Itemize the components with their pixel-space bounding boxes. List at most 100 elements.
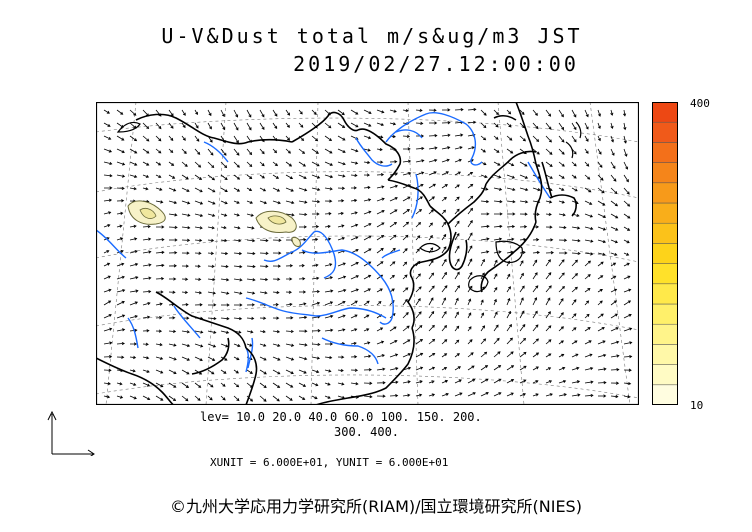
wind-arrow xyxy=(597,289,603,293)
wind-arrow xyxy=(103,148,113,153)
wind-arrow xyxy=(467,219,473,228)
wind-arrow xyxy=(207,109,212,117)
colorbar-cell xyxy=(652,243,678,264)
wind-arrow xyxy=(363,223,372,228)
wind-arrow xyxy=(103,135,112,140)
wind-arrow xyxy=(597,148,602,155)
wind-arrow xyxy=(350,300,358,306)
wind-arrow xyxy=(454,353,460,358)
wind-arrow xyxy=(169,238,178,242)
wind-arrow xyxy=(519,272,524,280)
wind-arrow xyxy=(155,148,162,154)
wind-arrow xyxy=(246,213,254,217)
wind-arrow xyxy=(116,148,125,154)
wind-arrow xyxy=(220,213,228,217)
wind-arrow xyxy=(129,187,137,191)
wind-arrow xyxy=(272,395,280,402)
wind-arrow xyxy=(285,290,292,294)
wind-arrow xyxy=(259,109,265,118)
wind-arrow xyxy=(285,356,295,361)
wind-arrow xyxy=(324,122,332,129)
wind-arrow xyxy=(285,200,295,205)
wind-arrow xyxy=(272,200,281,205)
map-datetime: 2019/02/27.12:00:00 xyxy=(293,52,579,76)
wind-arrow xyxy=(415,311,422,319)
wind-arrow xyxy=(493,378,502,384)
wind-arrow xyxy=(324,224,331,229)
wind-arrow xyxy=(337,135,346,141)
wind-arrow xyxy=(402,248,408,254)
wind-arrow xyxy=(311,135,319,142)
wind-arrow xyxy=(168,225,178,229)
wind-arrow xyxy=(480,199,490,204)
wind-arrow xyxy=(324,187,333,191)
wind-arrow xyxy=(116,314,126,319)
wind-arrow xyxy=(207,200,216,205)
wind-arrow xyxy=(584,353,593,358)
wind-arrow xyxy=(376,354,385,358)
wind-arrow xyxy=(598,394,607,398)
wind-arrow xyxy=(246,264,256,269)
wind-arrow xyxy=(103,341,113,345)
wind-arrow xyxy=(233,226,241,230)
wind-arrow xyxy=(233,264,243,269)
wind-arrow xyxy=(103,211,112,215)
wind-arrow xyxy=(389,261,396,267)
wind-arrow xyxy=(584,340,592,345)
wind-arrow xyxy=(129,135,138,142)
wind-arrow xyxy=(584,239,594,243)
wind-arrow xyxy=(415,324,423,332)
wind-arrow xyxy=(194,213,204,217)
wind-arrow xyxy=(454,233,460,241)
wind-arrow xyxy=(155,187,163,191)
wind-arrow xyxy=(467,312,472,319)
wind-arrow xyxy=(220,174,228,181)
wind-arrow xyxy=(311,187,321,191)
wind-arrow xyxy=(558,259,565,267)
wind-arrow xyxy=(402,196,411,202)
wind-arrow xyxy=(363,261,372,267)
wind-arrow xyxy=(441,325,448,332)
wind-arrow xyxy=(129,289,139,293)
rivers xyxy=(96,112,551,373)
wind-arrow xyxy=(493,212,503,216)
wind-arrow xyxy=(402,274,408,280)
wind-arrow xyxy=(441,311,447,319)
wind-arrow xyxy=(558,380,567,384)
wind-arrow xyxy=(506,174,516,179)
wind-arrow xyxy=(233,316,243,321)
wind-arrow xyxy=(181,174,189,180)
wind-arrow xyxy=(597,340,606,345)
wind-arrow xyxy=(571,251,581,256)
wind-arrow xyxy=(194,382,202,388)
wind-arrow xyxy=(272,251,282,255)
wind-arrow xyxy=(506,379,515,384)
wind-arrow xyxy=(220,161,228,169)
wind-arrow xyxy=(584,260,591,267)
wind-arrow xyxy=(441,209,447,215)
wind-arrow xyxy=(233,238,242,243)
wind-arrow xyxy=(519,260,524,267)
wind-arrow xyxy=(519,187,529,192)
wind-arrow xyxy=(467,232,473,241)
wind-arrow xyxy=(389,160,398,164)
wind-arrow xyxy=(246,109,252,118)
wind-arrow xyxy=(325,342,334,346)
wind-arrow xyxy=(597,313,604,319)
wind-arrow xyxy=(545,225,553,229)
wind-arrow xyxy=(429,121,438,125)
wind-arrow xyxy=(324,263,333,267)
wind-arrow xyxy=(363,274,372,280)
wind-arrow xyxy=(389,247,396,254)
wind-arrow xyxy=(220,187,228,192)
wind-arrow xyxy=(558,174,565,179)
wind-arrow xyxy=(532,338,539,345)
wind-arrow xyxy=(389,109,397,113)
wind-arrow xyxy=(506,109,512,115)
wind-arrow xyxy=(402,147,411,151)
wind-arrow xyxy=(259,395,267,402)
wind-arrow xyxy=(571,380,581,384)
wind-arrow xyxy=(519,285,525,293)
wind-arrow xyxy=(622,109,627,117)
wind-arrow xyxy=(480,325,486,332)
